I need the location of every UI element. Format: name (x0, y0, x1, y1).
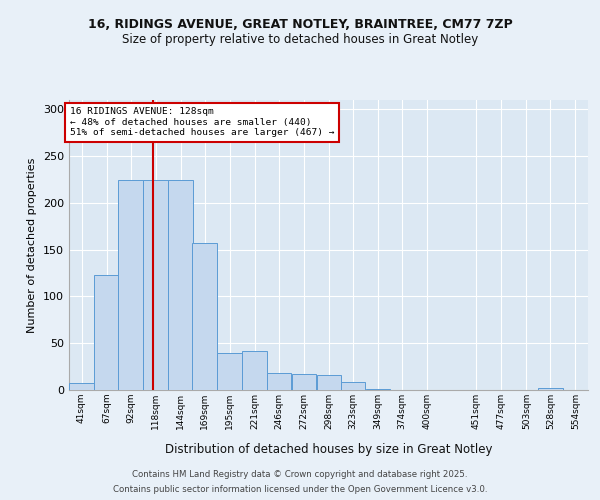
Text: Distribution of detached houses by size in Great Notley: Distribution of detached houses by size … (165, 442, 493, 456)
Bar (538, 388, 563, 390)
Bar (292, 374, 316, 390)
Bar (118, 180, 143, 390)
Bar (266, 373, 291, 390)
Y-axis label: Number of detached properties: Number of detached properties (28, 158, 37, 332)
Bar (366, 389, 391, 390)
Text: 16, RIDINGS AVENUE, GREAT NOTLEY, BRAINTREE, CM77 7ZP: 16, RIDINGS AVENUE, GREAT NOTLEY, BRAINT… (88, 18, 512, 30)
Bar (94, 275, 119, 390)
Text: Contains public sector information licensed under the Open Government Licence v3: Contains public sector information licen… (113, 485, 487, 494)
Text: Size of property relative to detached houses in Great Notley: Size of property relative to detached ho… (122, 32, 478, 46)
Bar (69, 384, 94, 390)
Bar (317, 375, 341, 390)
Bar (143, 180, 168, 390)
Bar (341, 382, 365, 390)
Bar (242, 350, 267, 390)
Bar (193, 243, 217, 390)
Bar (217, 352, 242, 390)
Text: 16 RIDINGS AVENUE: 128sqm
← 48% of detached houses are smaller (440)
51% of semi: 16 RIDINGS AVENUE: 128sqm ← 48% of detac… (70, 108, 334, 138)
Bar (169, 180, 193, 390)
Text: Contains HM Land Registry data © Crown copyright and database right 2025.: Contains HM Land Registry data © Crown c… (132, 470, 468, 479)
